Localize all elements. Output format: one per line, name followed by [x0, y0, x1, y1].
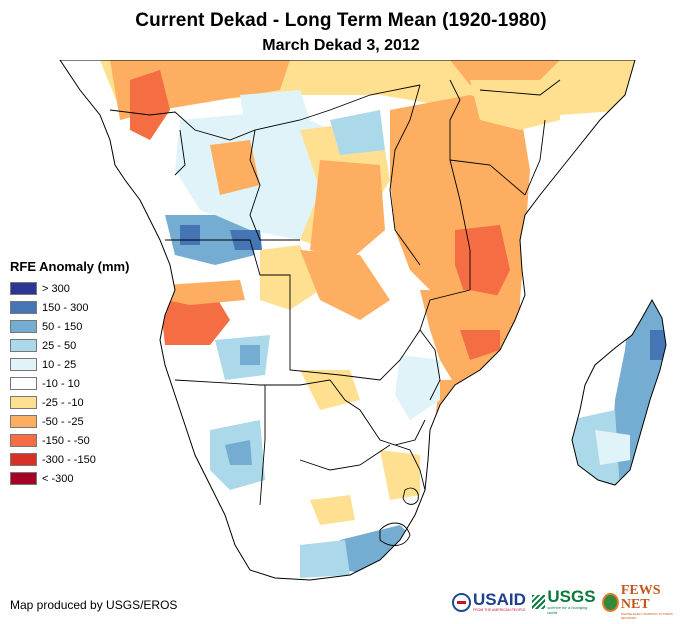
border: [449, 79, 461, 160]
anomaly-patch: [300, 250, 390, 320]
anomaly-patch: [460, 330, 500, 360]
legend: RFE Anomaly (mm) > 300 150 - 300 50 - 150 2…: [10, 259, 129, 488]
legend-item: 10 - 25: [10, 355, 129, 374]
border: [259, 385, 266, 506]
legend-label: -150 - -50: [42, 434, 90, 447]
legend-item: 50 - 150: [10, 317, 129, 336]
usgs-wordmark: USGS: [547, 587, 596, 606]
anomaly-map: [59, 60, 667, 581]
legend-item: -300 - -150: [10, 450, 129, 469]
legend-item: -50 - -25: [10, 412, 129, 431]
border: [479, 79, 561, 96]
map-subtitle: March Dekad 3, 2012: [262, 37, 420, 54]
logos: USAID FROM THE AMERICAN PEOPLE USGS scie…: [452, 584, 682, 620]
border: [289, 289, 471, 381]
legend-swatch: [10, 358, 37, 371]
legend-swatch: [10, 396, 37, 409]
credit-text: Map produced by USGS/EROS: [10, 598, 178, 612]
anomaly-patch: [300, 540, 350, 578]
legend-item: -150 - -50: [10, 431, 129, 450]
border: [299, 444, 391, 471]
usgs-logo: USGS science for a changing world: [531, 587, 596, 615]
anomaly-patch: [130, 70, 170, 140]
anomaly-patch: [165, 280, 245, 305]
anomaly-patch: [240, 90, 310, 135]
anomaly-patch: [180, 225, 200, 245]
legend-swatch: [10, 339, 37, 352]
usaid-wordmark: USAID: [473, 590, 526, 609]
legend-item: > 300: [10, 279, 129, 298]
legend-label: -10 - 10: [42, 377, 80, 390]
border-eswatini: [402, 487, 419, 505]
legend-swatch: [10, 377, 37, 390]
legend-label: 25 - 50: [42, 339, 77, 352]
usaid-logo: USAID FROM THE AMERICAN PEOPLE: [452, 590, 526, 612]
legend-label: > 300: [42, 282, 70, 295]
legend-label: < -300: [42, 472, 74, 485]
legend-swatch: [10, 434, 37, 447]
anomaly-patch: [310, 495, 355, 525]
anomaly-patch: [450, 60, 560, 85]
anomaly-patch: [595, 430, 630, 465]
anomaly-patch: [330, 110, 385, 155]
legend-item: 150 - 300: [10, 298, 129, 317]
legend-swatch: [10, 453, 37, 466]
anomaly-patch: [240, 345, 260, 365]
border: [449, 159, 526, 196]
legend-item: < -300: [10, 469, 129, 488]
border: [394, 444, 426, 491]
anomaly-patch: [160, 295, 230, 345]
fewsnet-wordmark: FEWS NET: [620, 583, 661, 612]
usaid-tagline: FROM THE AMERICAN PEOPLE: [473, 608, 526, 612]
country-borders: [109, 79, 561, 546]
legend-swatch: [10, 282, 37, 295]
border: [174, 129, 186, 176]
border: [174, 379, 331, 386]
anomaly-patch: [310, 160, 385, 260]
legend-swatch: [10, 415, 37, 428]
anomaly-patch: [395, 355, 440, 420]
border-lesotho: [379, 522, 411, 546]
legend-label: -300 - -150: [42, 453, 96, 466]
legend-label: 50 - 150: [42, 320, 83, 333]
usgs-tagline: science for a changing world: [547, 605, 588, 615]
border: [389, 84, 421, 266]
border: [524, 119, 546, 196]
anomaly-patch: [650, 330, 665, 360]
usgs-wave-icon: [531, 595, 546, 609]
legend-item: 25 - 50: [10, 336, 129, 355]
globe-icon: [602, 592, 619, 612]
legend-item: -10 - 10: [10, 374, 129, 393]
legend-label: 10 - 25: [42, 358, 77, 371]
border: [449, 159, 471, 290]
legend-title: RFE Anomaly (mm): [10, 259, 130, 274]
legend-item: -25 - -10: [10, 393, 129, 412]
legend-swatch: [10, 301, 37, 314]
border: [165, 239, 291, 300]
anomaly-patch: [340, 525, 420, 575]
fewsnet-logo: FEWS NET FAMINE EARLY WARNING SYSTEMS NE…: [602, 584, 682, 620]
anomaly-patch: [470, 80, 560, 130]
fewsnet-tagline: FAMINE EARLY WARNING SYSTEMS NETWORK: [620, 612, 673, 620]
anomaly-patch: [210, 140, 260, 195]
legend-label: 150 - 300: [42, 301, 89, 314]
border: [419, 329, 441, 401]
legend-swatch: [10, 472, 37, 485]
border: [109, 84, 421, 141]
border: [329, 379, 426, 446]
usaid-seal-icon: [452, 592, 471, 612]
legend-label: -25 - -10: [42, 396, 84, 409]
map-title: Current Dekad - Long Term Mean (1920-198…: [135, 10, 547, 31]
legend-swatch: [10, 320, 37, 333]
anomaly-patch: [225, 440, 252, 465]
legend-label: -50 - -25: [42, 415, 84, 428]
border: [249, 129, 300, 241]
